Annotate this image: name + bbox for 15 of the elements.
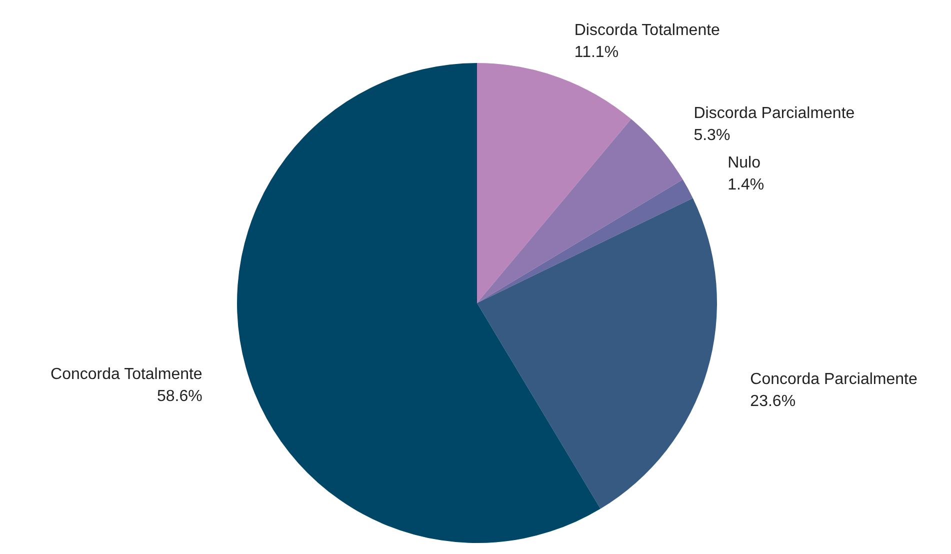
data-label: 58.6%	[156, 388, 202, 406]
data-label: 5.3%	[694, 126, 730, 144]
data-label: 11.1%	[574, 44, 619, 62]
pie-slice	[477, 63, 632, 303]
pie-slice	[477, 180, 693, 303]
slice-label: Discorda Parcialmente	[694, 104, 855, 122]
pie-slice	[477, 198, 717, 509]
slice-label: Concorda Totalmente	[50, 366, 202, 384]
slice-label: Concorda Parcialmente	[750, 371, 918, 388]
data-label: 23.6%	[750, 393, 796, 410]
pie-slice	[477, 119, 683, 303]
slice-label: Discorda Totalmente	[574, 22, 720, 40]
pie-slice	[237, 63, 600, 543]
data-label: 1.4%	[728, 176, 764, 194]
slice-label: Nulo	[728, 154, 761, 172]
